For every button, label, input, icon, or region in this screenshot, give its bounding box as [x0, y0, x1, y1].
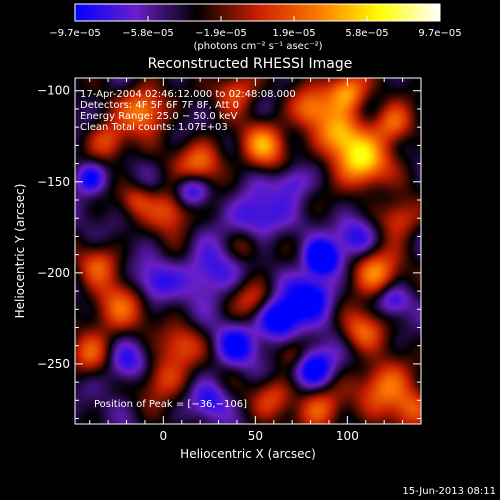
colorbar-tick-label: 5.8e−05: [345, 28, 388, 39]
colorbar-tick-label: −1.9e−05: [195, 28, 247, 39]
annotation-energy-range: Energy Range: 25.0 − 50.0 keV: [80, 111, 237, 122]
y-tick-label: −250: [37, 357, 70, 371]
x-tick-label: 50: [248, 429, 263, 443]
y-tick-label: −100: [37, 84, 70, 98]
colorbar-ticks: [74, 16, 441, 21]
y-axis-label: Heliocentric Y (arcsec): [13, 184, 27, 319]
annotation-time-range: 17-Apr-2004 02:46:12.000 to 02:48:08.000: [80, 89, 296, 100]
x-axis-ticks: [89, 78, 422, 424]
x-tick-label: 0: [160, 429, 168, 443]
footer-timestamp: 15-Jun-2013 08:11: [402, 486, 496, 497]
annotation-method-counts: Clean Total counts: 1.07E+03: [80, 122, 228, 133]
plot-frame: [74, 77, 422, 425]
colorbar-unit-label: (photons cm⁻² s⁻¹ asec⁻²): [193, 41, 322, 52]
annotation-peak-position: Position of Peak = [−36,−106]: [94, 399, 247, 410]
y-tick-label: −150: [37, 175, 70, 189]
heatmap-image: [75, 78, 421, 424]
y-tick-label: −200: [37, 266, 70, 280]
x-axis-tick-labels: 0 50 100: [160, 429, 359, 443]
colorbar-tick-label: −5.8e−05: [122, 28, 174, 39]
colorbar-tick-label: 9.7e−05: [418, 28, 461, 39]
x-tick-label: 100: [336, 429, 359, 443]
colorbar-tick-labels: −9.7e−05 −5.8e−05 −1.9e−05 1.9e−05 5.8e−05 9.…: [49, 28, 461, 39]
y-axis-tick-labels: −100 −150 −200 −250: [37, 84, 70, 371]
colorbar-tick-label: −9.7e−05: [49, 28, 101, 39]
annotation-detectors: Detectors: 4F 5F 6F 7F 8F, Att 0: [80, 100, 239, 111]
colorbar-tick-label: 1.9e−05: [272, 28, 315, 39]
x-axis-label: Heliocentric X (arcsec): [180, 447, 316, 461]
y-axis-ticks: [75, 90, 421, 420]
colorbar: [74, 3, 441, 22]
chart-title: Reconstructed RHESSI Image: [148, 56, 353, 72]
